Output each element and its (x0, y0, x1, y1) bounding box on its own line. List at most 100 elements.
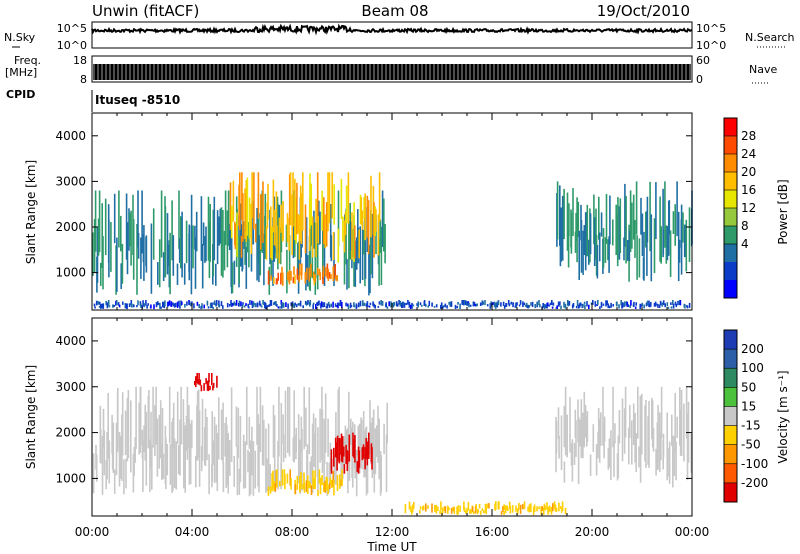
data-cell (341, 302, 343, 308)
data-cell (375, 208, 377, 232)
data-cell (485, 506, 487, 515)
y-tick-label: 3000 (55, 174, 86, 188)
data-cell (612, 386, 614, 448)
data-cell (107, 300, 110, 307)
data-cell (327, 418, 329, 457)
colorbar-segment (724, 280, 737, 299)
data-cell (258, 424, 260, 493)
data-cell (443, 305, 445, 308)
data-cell (361, 210, 364, 230)
data-cell (286, 249, 288, 294)
data-cell (417, 301, 419, 308)
data-cell (358, 229, 360, 259)
data-cell (319, 408, 321, 463)
data-cell (228, 304, 231, 307)
data-cell (629, 405, 631, 438)
data-cell (626, 301, 629, 307)
data-cell (245, 303, 247, 306)
data-cell (559, 506, 562, 509)
data-cell (117, 387, 119, 448)
data-cell (171, 200, 173, 261)
data-cell (333, 447, 335, 467)
data-cell (357, 302, 360, 308)
data-cell (615, 204, 617, 255)
y-tick-label: 1000 (55, 471, 86, 485)
data-cell (176, 391, 179, 444)
data-cell (343, 446, 345, 457)
data-cell (442, 507, 444, 513)
data-cell (617, 435, 620, 479)
data-cell (118, 190, 120, 248)
frequency-bars (93, 64, 691, 80)
data-cell (528, 305, 531, 308)
data-cell (467, 502, 470, 511)
data-cell (608, 236, 610, 273)
data-cell (385, 302, 387, 308)
data-cell (116, 237, 118, 292)
data-cell (551, 306, 554, 309)
data-cell (268, 304, 271, 307)
data-cell (494, 302, 497, 309)
data-cell (342, 216, 344, 242)
x-tick-label: 16:00 (475, 525, 510, 539)
data-cell (145, 300, 147, 306)
colorbar-segment (724, 136, 737, 155)
data-cell (294, 302, 297, 306)
data-cell (645, 211, 647, 248)
data-cell (630, 300, 632, 306)
data-cell (196, 301, 199, 306)
data-cell (643, 231, 645, 281)
data-cell (276, 225, 278, 259)
data-cell (516, 302, 518, 306)
data-cell (162, 301, 164, 308)
data-cell (279, 306, 281, 309)
data-cell (379, 219, 382, 253)
data-cell (362, 230, 365, 255)
data-cell (267, 486, 270, 496)
data-cell (660, 432, 662, 461)
data-cell (648, 300, 650, 307)
data-cell (550, 507, 553, 515)
data-cell (688, 302, 691, 308)
data-cell (290, 478, 292, 490)
data-cell (97, 218, 100, 256)
data-cell (366, 441, 369, 466)
data-cell (341, 469, 343, 486)
data-cell (323, 222, 326, 286)
data-cell (610, 302, 612, 308)
data-cell (119, 435, 122, 479)
data-cell (284, 390, 287, 459)
data-cell (594, 301, 597, 307)
data-cell (559, 214, 562, 267)
data-cell (506, 505, 508, 511)
data-cell (288, 235, 291, 280)
data-cell (329, 204, 332, 258)
data-cell (470, 508, 472, 514)
data-cell (563, 461, 566, 483)
data-cell (338, 386, 340, 446)
x-tick-label: 00:00 (75, 525, 110, 539)
data-cell (410, 506, 412, 512)
data-cell (644, 405, 646, 462)
data-cell (552, 503, 554, 512)
data-cell (178, 190, 180, 249)
data-cell (282, 272, 284, 286)
data-cell (431, 302, 433, 307)
data-cell (130, 210, 132, 266)
data-cell (218, 304, 221, 308)
colorbar-segment (724, 190, 737, 209)
data-cell (493, 301, 496, 308)
data-cell (664, 303, 666, 308)
y-tick-label: 4000 (55, 334, 86, 348)
data-cell (667, 306, 670, 309)
data-cell (584, 305, 586, 309)
data-cell (304, 300, 307, 305)
data-cell (503, 504, 505, 511)
data-cell (262, 181, 264, 243)
data-cell (330, 303, 332, 308)
data-cell (195, 455, 197, 488)
data-cell (328, 462, 331, 493)
data-cell (313, 433, 316, 467)
data-cell (580, 220, 583, 273)
data-cell (459, 505, 461, 513)
